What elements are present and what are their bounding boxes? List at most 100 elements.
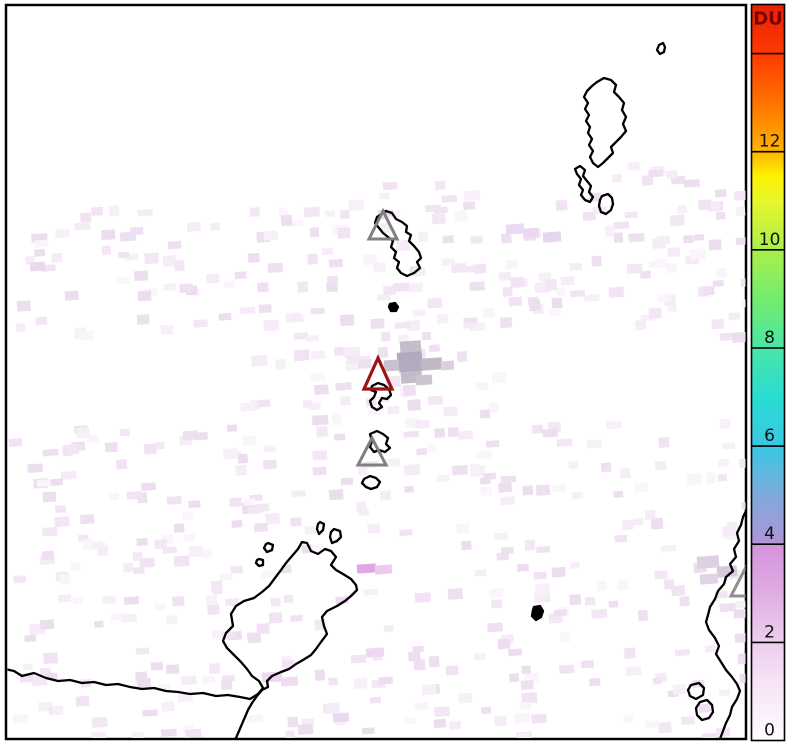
so2-pixel — [139, 557, 155, 568]
so2-pixel — [154, 539, 168, 550]
so2-pixel — [160, 324, 174, 336]
so2-patch — [350, 654, 367, 664]
so2-pixel — [396, 240, 411, 252]
so2-pixel — [461, 265, 478, 273]
so2-pixel — [442, 235, 455, 244]
so2-pixel — [518, 732, 531, 738]
islet-halmahera-1-coastline — [686, 681, 706, 701]
so2-pixel — [291, 490, 306, 498]
so2-pixel — [447, 427, 460, 438]
so2-pixel — [302, 399, 313, 408]
so2-pixel — [268, 611, 283, 624]
so2-pixel — [600, 462, 612, 473]
so2-pixel — [412, 267, 426, 277]
so2-pixel — [412, 645, 424, 653]
so2-pixel — [325, 702, 340, 714]
so2-pixel — [416, 448, 428, 456]
so2-pixel — [13, 575, 27, 584]
so2-pixel — [407, 651, 421, 662]
gray-volcano-marker-south — [355, 434, 389, 467]
so2-pixel — [263, 444, 276, 453]
so2-pixel — [560, 276, 575, 286]
colorbar-tick-labels: 0 2 4 6 8 10 12 — [759, 132, 781, 741]
so2-pixel — [519, 701, 532, 711]
so2-pixel — [328, 677, 338, 686]
so2-pixel — [524, 539, 536, 551]
so2-pixel — [457, 430, 474, 441]
so2-pixel — [551, 566, 566, 578]
so2-pixel — [361, 727, 375, 735]
so2-pixel — [131, 731, 144, 738]
so2-pixel — [333, 433, 346, 441]
so2-pixel — [143, 443, 157, 455]
so2-pixel — [394, 321, 411, 330]
so2-pixel — [205, 594, 218, 605]
so2-pixel — [500, 546, 514, 555]
so2-pixel — [326, 275, 339, 283]
so2-pixel — [427, 444, 437, 453]
so2-pixel — [220, 680, 233, 690]
so2-pixel — [326, 282, 339, 293]
so2-pixel — [55, 505, 66, 514]
so2-pixel — [240, 402, 256, 412]
so2-pixel — [173, 555, 190, 567]
so2-pixel — [491, 371, 507, 384]
so2-patch — [119, 231, 137, 242]
so2-pixel — [542, 428, 558, 438]
colorbar-tick-label-6: 6 — [764, 426, 775, 446]
so2-pixel — [719, 602, 736, 613]
so2-pixel — [500, 496, 515, 506]
so2-pixel — [425, 204, 442, 213]
so2-pixel — [723, 525, 735, 536]
so2-pixel — [469, 463, 480, 474]
island-talaud-snake-coastline — [573, 164, 595, 204]
islet-peninsula-a-coastline — [315, 520, 326, 536]
so2-pixel — [497, 638, 511, 650]
so2-pixel — [200, 548, 212, 559]
so2-pixel — [715, 211, 726, 220]
so2-pixel — [413, 659, 426, 671]
so2-pixel — [24, 634, 37, 643]
so2-pixel — [357, 465, 368, 476]
so2-pixel — [431, 213, 446, 225]
so2-pixel — [487, 622, 503, 633]
so2-pixel — [463, 321, 477, 329]
so2-pixel — [648, 307, 662, 320]
colorbar-unit-label: DU — [753, 9, 783, 30]
so2-pixel — [480, 486, 493, 496]
so2-pixel — [377, 346, 389, 359]
so2-pixel — [116, 276, 131, 285]
so2-pixel — [51, 706, 64, 716]
islet-teardrop-ne-coastline — [655, 41, 667, 56]
so2-pixel — [247, 252, 260, 263]
so2-pixel — [737, 652, 746, 665]
so2-pixel — [108, 205, 120, 217]
so2-pixel — [185, 728, 202, 738]
islet-halmahera-2-coastline — [694, 698, 715, 722]
so2-pixel — [258, 304, 272, 314]
so2-pixel — [231, 519, 243, 528]
so2-pixel — [42, 491, 57, 503]
so2-pixel — [605, 420, 622, 430]
so2-pixel — [583, 294, 600, 302]
so2-pixel — [586, 439, 602, 449]
so2-pixel — [613, 490, 624, 498]
so2-pixel — [183, 533, 196, 542]
so2-pixel — [310, 307, 325, 315]
so2-pixel — [608, 600, 619, 608]
so2-pixel — [702, 732, 717, 738]
so2-pixel — [161, 701, 175, 712]
so2-pixel — [482, 307, 496, 318]
so2-pixel — [732, 331, 746, 343]
so2-pixel — [493, 532, 508, 541]
so2-pixel — [283, 594, 294, 604]
so2-pixel — [265, 512, 281, 525]
so2-pixel — [165, 664, 180, 675]
so2-pixel — [623, 647, 636, 659]
so2-pixel — [218, 312, 232, 321]
so2-pixel — [208, 663, 221, 674]
so2-pixel — [311, 543, 325, 553]
so2-pixel — [666, 263, 677, 273]
so2-pixel — [378, 192, 390, 200]
so2-pixel — [528, 299, 541, 312]
